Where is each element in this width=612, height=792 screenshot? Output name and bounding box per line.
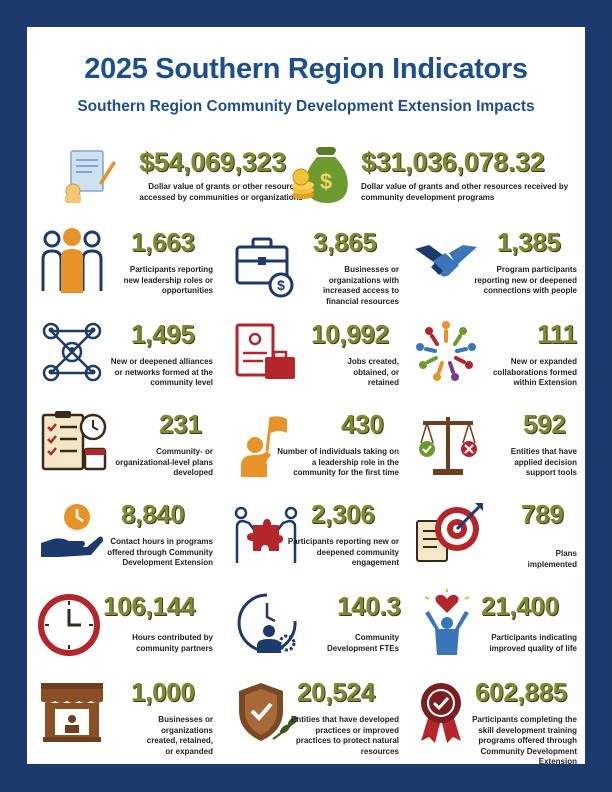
indicator-value: 1,663	[131, 227, 195, 257]
indicator-grants-accessed: $54,069,323 Dollar value of grants or ot…	[55, 145, 305, 215]
grant-document-icon	[65, 150, 116, 203]
indicator-label: Community- or organizational-level plans…	[115, 447, 213, 477]
indicator-label: Participants reporting new leadership ro…	[123, 265, 213, 295]
indicator-label: Participants indicating improved quality…	[489, 633, 577, 653]
indicator-value: 140.3	[337, 591, 401, 621]
indicator-financial-access: $ 3,865 Businesses or organizations with…	[227, 225, 407, 306]
indicator-label: Entities that have applied decision supp…	[510, 447, 577, 477]
svg-text:$: $	[320, 169, 332, 194]
indicator-leadership-roles: 1,663 Participants reporting new leaders…	[35, 225, 215, 305]
indicator-ftes: 140.3 Community Development FTEs	[227, 589, 407, 669]
indicator-value: 21,400	[481, 591, 559, 621]
target-clipboard-icon	[416, 503, 483, 562]
shield-leaf-icon	[239, 683, 298, 741]
indicator-contact-hours: 8,840 Contact hours in programs offered …	[35, 497, 215, 577]
puzzle-people-icon	[234, 506, 298, 563]
indicator-businesses-created: 1,000 Businesses or organizations create…	[35, 675, 215, 761]
hand-clock-icon	[41, 504, 103, 557]
indicator-value: 106,144	[103, 591, 195, 621]
indicator-label: Plans implemented	[527, 549, 577, 569]
indicator-quality-of-life: 21,400 Participants indicating improved …	[411, 589, 579, 669]
indicator-plans-developed: 231 Community- or organizational-level p…	[35, 407, 215, 493]
indicator-alliances: 1,495 New or deepened alliances or netwo…	[35, 317, 215, 397]
page-title: 2025 Southern Region Indicators	[84, 53, 528, 85]
indicator-value: 1,385	[497, 227, 561, 257]
indicator-value: $54,069,323	[139, 147, 286, 177]
indicator-label: New or expanded collaborations formed wi…	[492, 357, 577, 387]
indicator-jobs: 10,992 Jobs created, obtained, or retain…	[227, 317, 407, 397]
indicator-label: Number of individuals taking on a leader…	[277, 447, 399, 477]
indicator-label: Businesses or organizations with increas…	[322, 265, 399, 306]
indicator-community-engagement: 2,306 Participants reporting new or deep…	[227, 497, 407, 577]
indicator-label: Dollar value of grants and other resourc…	[361, 182, 569, 202]
indicator-label: Participants completing the skill develo…	[472, 715, 577, 766]
balance-scale-icon	[419, 417, 477, 475]
indicator-label: Contact hours in programs offered throug…	[107, 537, 213, 567]
indicator-label: New or deepened alliances or networks fo…	[110, 357, 213, 387]
indicator-value: 111	[537, 319, 577, 349]
svg-text:$: $	[277, 277, 285, 293]
wall-clock-icon	[38, 594, 100, 656]
indicator-partner-hours: 106,144 Hours contributed by community p…	[35, 589, 231, 669]
indicator-value: 592	[523, 409, 566, 439]
indicator-natural-resources: 20,524 Entities that have developed prac…	[227, 675, 407, 761]
indicator-value: 231	[159, 409, 202, 439]
indicator-label: Participants reporting new or deepened c…	[287, 537, 399, 567]
indicator-collaborations: 111 New or expanded collaborations forme…	[411, 317, 579, 397]
storefront-icon	[41, 683, 103, 742]
indicator-label: Program participants reporting new or de…	[474, 265, 577, 295]
person-heart-icon	[424, 589, 470, 655]
indicator-value: 602,885	[475, 677, 567, 707]
indicator-label: Businesses or organizations created, ret…	[146, 715, 213, 756]
indicator-label: Entities that have developed practices o…	[290, 715, 399, 756]
indicator-plans-implemented: 789 Plans implemented	[411, 497, 579, 577]
indicator-value: 2,306	[311, 499, 375, 529]
job-application-icon	[235, 323, 295, 379]
money-bag-icon: $	[292, 147, 348, 203]
people-circle-icon	[416, 321, 476, 381]
indicator-first-time-leaders: 430 Number of individuals taking on a le…	[227, 407, 407, 493]
award-ribbon-icon	[421, 683, 461, 743]
indicator-value: 20,524	[297, 677, 375, 707]
infographic-page: 2025 Southern Region Indicators Southern…	[27, 27, 585, 766]
indicator-grants-received: $ $31,036,078.32 Dollar value of grants …	[289, 145, 579, 215]
handshake-icon	[415, 245, 477, 277]
indicator-label: Community Development FTEs	[327, 633, 400, 653]
indicator-value: 1,495	[131, 319, 195, 349]
checklist-clock-icon	[41, 411, 107, 471]
indicator-skill-training: 602,885 Participants completing the skil…	[411, 675, 579, 766]
indicator-label: Hours contributed by community partners	[132, 633, 213, 653]
person-flag-icon	[241, 416, 287, 477]
page-subtitle: Southern Region Community Development Ex…	[77, 98, 535, 115]
network-icon	[42, 322, 102, 382]
briefcase-dollar-icon: $	[235, 237, 294, 298]
indicator-value: 430	[341, 409, 384, 439]
indicator-label: Dollar value of grants or other resource…	[139, 182, 303, 202]
indicator-value: 789	[521, 499, 564, 529]
indicator-value: 3,865	[313, 227, 377, 257]
indicator-value: $31,036,078.32	[361, 147, 545, 177]
indicator-connections: 1,385 Program participants reporting new…	[411, 225, 579, 305]
indicator-value: 10,992	[311, 319, 389, 349]
worker-clock-icon	[237, 593, 297, 653]
indicator-decision-tools: 592 Entities that have applied decision …	[411, 407, 579, 493]
indicator-value: 1,000	[131, 677, 195, 707]
indicator-label: Jobs created, obtained, or retained	[347, 357, 399, 387]
indicator-value: 8,840	[121, 499, 185, 529]
people-leader-icon	[41, 228, 103, 293]
